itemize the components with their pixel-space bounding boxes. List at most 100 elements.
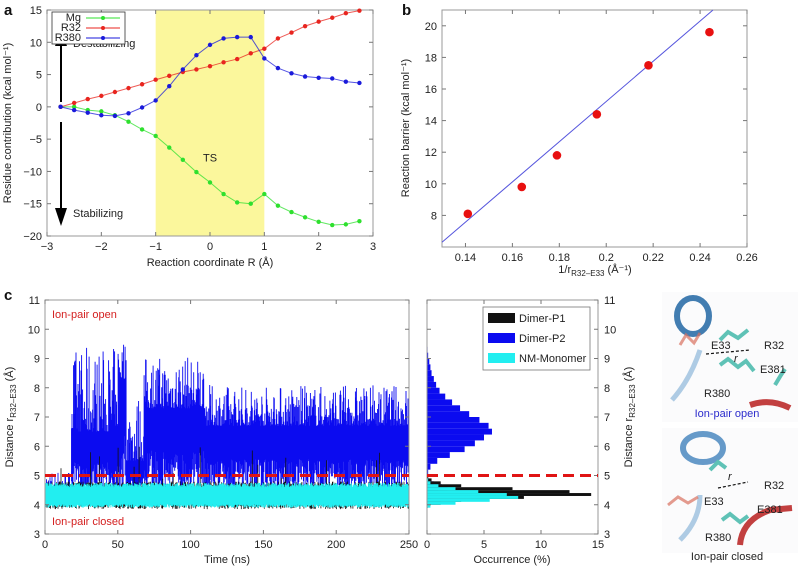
histogram-bar-nm-monomer [427,504,431,508]
panel-b-xtick-label: 0.22 [642,252,663,264]
panel-a-letter: a [4,2,13,19]
panel-a-ytick-label: 5 [36,70,42,82]
data-point-r380 [275,65,281,71]
panel-c-xtick-label: 0 [42,539,48,551]
data-point-mg [71,104,77,110]
panel-b-xtick-label: 0.2 [599,252,614,264]
data-point-mg [194,169,199,175]
data-point-r32 [85,96,90,102]
histogram-bar-nm-monomer [427,498,490,502]
legend-label-r380: R380 [55,32,81,44]
histogram-bar-dimer-p2 [427,393,446,400]
panel-c-xlabel: Time (ns) [204,554,250,566]
caption-ion-pair-open: Ion-pair open [695,408,760,420]
histogram-bar-dimer-p1 [427,490,570,494]
panel-a-xlabel: Reaction coordinate R (Å) [147,256,274,269]
panel-a-xtick-label: −3 [41,241,54,253]
data-point-r32 [316,19,321,24]
label-e33-open: E33 [711,340,731,352]
panel-c-histogram-chart: 0 5 10 15 3 4 5 6 7 8 9 10 11 Dimer-P1 Dimer-P2 NM-… [424,295,637,566]
trace-dimer-p2 [45,344,409,493]
data-point-r32 [302,23,308,29]
panel-a-xtick-label: 0 [207,241,213,253]
legend-swatch-dimer-p1 [488,313,515,323]
histogram-bar-dimer-p2 [427,428,492,435]
panel-b-frame [441,9,748,248]
data-point-r32 [207,63,213,69]
histogram-bar-dimer-p2 [427,376,434,382]
panel-b-letter: b [402,2,411,19]
data-point-mg [234,200,240,205]
histogram-bar-dimer-p2 [427,411,470,417]
histogram-ylabel-sub: R32–E33 [628,384,637,418]
panel-b-ytick-label: 8 [431,210,437,222]
histogram-bar-dimer-p2 [427,364,431,371]
panel-b-xtick-label: 0.16 [502,252,523,264]
histogram-bar-dimer-p2 [427,405,461,412]
panel-c-xtick-label: 100 [181,539,199,551]
data-point-mg [167,145,172,150]
panel-b-xtick-label: 0.18 [549,252,570,264]
data-point-r380 [234,34,240,40]
data-point-mg [262,191,267,197]
data-point-r380 [194,53,199,58]
label-r380-closed: R380 [705,532,731,544]
data-point-mg [221,191,226,197]
panel-b-xlabel-main: 1/r [558,264,571,276]
panel-a-ytick-label: −15 [23,199,42,211]
data-point-r32 [71,100,77,106]
histogram-ytick-label: 11 [604,295,615,307]
histogram-bar-nm-monomer [427,493,507,496]
histogram-bar-dimer-p2 [427,434,484,441]
data-point-r380 [112,113,118,119]
histogram-ylabel-main: Distance r [623,417,635,467]
panel-b-ytick-label: 12 [425,147,437,159]
structure-ion-pair-open: E33 R32 r E381 R380 Ion-pair open [662,292,798,422]
panel-a-ytick-label: 0 [36,102,42,114]
histogram-bar-dimer-p2 [427,452,450,458]
data-point-r32 [153,77,158,82]
panel-c-ytick-label: 8 [34,383,40,395]
histogram-bar-dimer-p2 [427,446,465,453]
histogram-ytick-label: 5 [604,471,610,483]
scatter-point [463,209,473,219]
data-point-r380 [316,75,321,81]
data-point-mg [357,218,362,224]
panel-a-ytick-label: 10 [30,37,42,49]
histogram-bar-dimer-p2 [427,469,429,476]
histogram-xtick-label: 10 [535,539,547,551]
panel-b-chart: 0.14 0.16 0.18 0.2 0.22 0.24 0.26 8 10 12 14 16 18 2… [400,9,758,278]
stabilizing-label: Stabilizing [73,208,123,220]
panel-c-xtick-label: 50 [112,539,124,551]
data-point-r32 [248,51,253,56]
ts-label: TS [203,153,217,165]
data-point-r32 [234,56,240,62]
histogram-bar-nm-monomer [427,495,519,499]
data-point-mg [153,133,158,139]
histogram-bar-dimer-p1 [427,487,513,491]
legend-marker-r380 [101,36,105,40]
histogram-bar-dimer-p2 [427,370,432,377]
panel-c-timeseries-chart: 0 50 100 150 200 250 3 4 5 6 7 8 9 10 11 Ion-pair ope… [3,295,418,566]
label-r32-closed: R32 [764,480,784,492]
ts-shaded-region [155,10,265,236]
legend-label-r32: R32 [61,22,81,34]
trace-nm-monomer [45,482,409,508]
data-point-r32 [262,46,267,51]
data-point-mg [275,203,281,208]
histogram-ytick-label: 8 [604,383,610,395]
histogram-bar-dimer-p2 [427,399,453,406]
ion-pair-open-label: Ion-pair open [52,309,117,321]
data-point-r32 [343,11,349,16]
data-point-r380 [262,56,267,61]
panel-a-xtick-label: 2 [316,241,322,253]
data-point-mg [289,209,294,215]
data-point-r32 [112,89,118,95]
histogram-bar-nm-monomer [427,487,456,491]
panel-b-ytick-label: 10 [425,179,437,191]
panel-c-ylabel-unit: (Å) [3,367,16,385]
data-point-r380 [302,74,308,79]
panel-c-ytick-label: 9 [34,354,40,366]
data-point-r380 [139,105,145,110]
